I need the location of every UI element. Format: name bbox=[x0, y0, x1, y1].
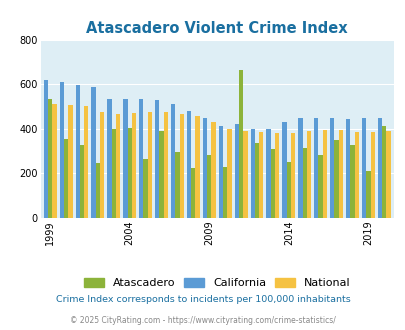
Bar bbox=[100, 112, 104, 218]
Bar bbox=[202, 117, 207, 218]
Bar bbox=[377, 117, 381, 218]
Bar bbox=[250, 129, 254, 218]
Bar bbox=[365, 171, 370, 218]
Bar bbox=[361, 117, 365, 218]
Bar bbox=[270, 149, 274, 218]
Bar bbox=[329, 117, 334, 218]
Bar bbox=[211, 122, 215, 218]
Bar bbox=[298, 117, 302, 218]
Bar bbox=[254, 143, 258, 218]
Bar bbox=[227, 129, 231, 218]
Bar bbox=[147, 112, 152, 218]
Bar bbox=[139, 99, 143, 218]
Bar bbox=[354, 132, 358, 218]
Bar bbox=[127, 128, 132, 218]
Bar bbox=[313, 117, 318, 218]
Bar bbox=[175, 152, 179, 218]
Bar bbox=[322, 130, 326, 218]
Bar bbox=[243, 131, 247, 218]
Bar bbox=[91, 87, 96, 218]
Bar bbox=[318, 155, 322, 218]
Text: Crime Index corresponds to incidents per 100,000 inhabitants: Crime Index corresponds to incidents per… bbox=[55, 295, 350, 304]
Bar bbox=[381, 126, 386, 218]
Bar bbox=[116, 114, 120, 218]
Bar bbox=[123, 99, 127, 218]
Bar bbox=[281, 122, 286, 218]
Bar bbox=[334, 140, 338, 218]
Bar bbox=[52, 104, 56, 218]
Bar bbox=[171, 104, 175, 218]
Bar bbox=[80, 146, 84, 218]
Bar bbox=[302, 148, 306, 218]
Bar bbox=[290, 133, 294, 218]
Bar bbox=[338, 130, 342, 218]
Bar bbox=[222, 167, 227, 218]
Bar bbox=[191, 168, 195, 218]
Bar bbox=[179, 114, 183, 218]
Bar bbox=[274, 133, 279, 218]
Bar bbox=[207, 155, 211, 218]
Bar bbox=[68, 105, 72, 218]
Text: © 2025 CityRating.com - https://www.cityrating.com/crime-statistics/: © 2025 CityRating.com - https://www.city… bbox=[70, 316, 335, 325]
Bar bbox=[345, 119, 350, 218]
Bar bbox=[84, 106, 88, 218]
Bar bbox=[155, 100, 159, 218]
Bar bbox=[107, 99, 111, 218]
Bar bbox=[350, 146, 354, 218]
Bar bbox=[48, 99, 52, 218]
Bar bbox=[386, 131, 390, 218]
Bar bbox=[64, 139, 68, 218]
Bar bbox=[75, 85, 80, 218]
Bar bbox=[306, 131, 310, 218]
Bar bbox=[218, 126, 222, 218]
Bar bbox=[44, 80, 48, 218]
Bar bbox=[159, 131, 163, 218]
Bar bbox=[96, 163, 100, 218]
Bar bbox=[132, 113, 136, 218]
Bar bbox=[266, 129, 270, 218]
Legend: Atascadero, California, National: Atascadero, California, National bbox=[79, 273, 354, 293]
Title: Atascadero Violent Crime Index: Atascadero Violent Crime Index bbox=[86, 21, 347, 36]
Bar bbox=[111, 129, 116, 218]
Bar bbox=[258, 132, 263, 218]
Bar bbox=[60, 82, 64, 218]
Bar bbox=[238, 70, 243, 218]
Bar bbox=[186, 111, 191, 218]
Bar bbox=[163, 112, 168, 218]
Bar bbox=[143, 159, 147, 218]
Bar bbox=[195, 116, 199, 218]
Bar bbox=[234, 124, 238, 218]
Bar bbox=[286, 162, 290, 218]
Bar bbox=[370, 132, 374, 218]
